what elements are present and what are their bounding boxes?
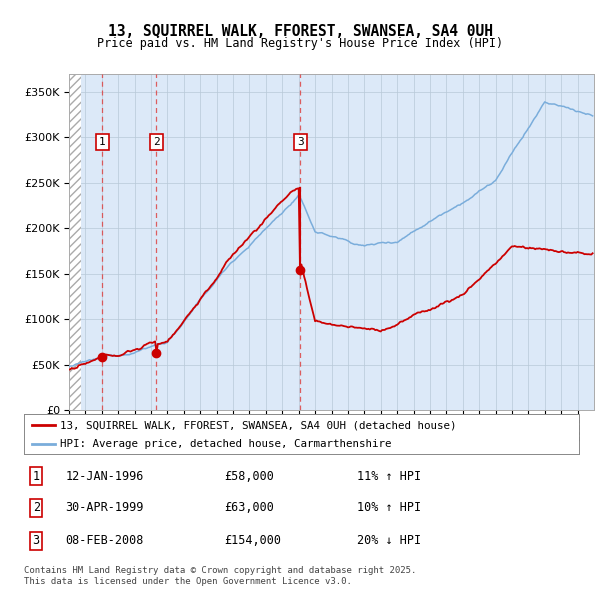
Text: £154,000: £154,000	[224, 534, 281, 547]
Text: Price paid vs. HM Land Registry's House Price Index (HPI): Price paid vs. HM Land Registry's House …	[97, 37, 503, 50]
Text: 2: 2	[32, 502, 40, 514]
Text: 11% ↑ HPI: 11% ↑ HPI	[357, 470, 421, 483]
Text: 08-FEB-2008: 08-FEB-2008	[65, 534, 144, 547]
Text: 1: 1	[32, 470, 40, 483]
Text: 2: 2	[153, 137, 160, 147]
Text: 20% ↓ HPI: 20% ↓ HPI	[357, 534, 421, 547]
Text: HPI: Average price, detached house, Carmarthenshire: HPI: Average price, detached house, Carm…	[60, 440, 392, 449]
Text: £63,000: £63,000	[224, 502, 274, 514]
Text: 13, SQUIRREL WALK, FFOREST, SWANSEA, SA4 0UH (detached house): 13, SQUIRREL WALK, FFOREST, SWANSEA, SA4…	[60, 420, 457, 430]
Text: 10% ↑ HPI: 10% ↑ HPI	[357, 502, 421, 514]
Text: 1: 1	[99, 137, 106, 147]
Text: 3: 3	[297, 137, 304, 147]
Text: 30-APR-1999: 30-APR-1999	[65, 502, 144, 514]
Text: 12-JAN-1996: 12-JAN-1996	[65, 470, 144, 483]
Text: Contains HM Land Registry data © Crown copyright and database right 2025.
This d: Contains HM Land Registry data © Crown c…	[24, 566, 416, 586]
Text: 13, SQUIRREL WALK, FFOREST, SWANSEA, SA4 0UH: 13, SQUIRREL WALK, FFOREST, SWANSEA, SA4…	[107, 24, 493, 38]
Text: £58,000: £58,000	[224, 470, 274, 483]
Text: 3: 3	[32, 534, 40, 547]
